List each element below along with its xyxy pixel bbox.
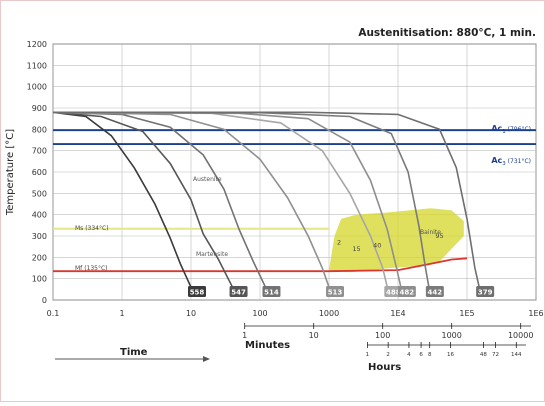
hours-tick-label: 6: [419, 352, 423, 358]
bainite-finish-curve: [328, 257, 468, 273]
minutes-tick-label: 100: [375, 331, 390, 340]
bainite-percent-label: 2: [337, 239, 341, 247]
hardness-label: 442: [428, 288, 443, 296]
bainite-percent-label: 40: [373, 242, 381, 250]
chart-title: Austenitisation: 880°C, 1 min.: [358, 27, 536, 39]
hardness-badge: [384, 285, 403, 297]
minutes-ticks: 1 10 100 1000 10000: [242, 323, 533, 340]
minutes-tick-label: 10: [309, 331, 319, 340]
bainite-label: Bainite: [420, 229, 441, 236]
minutes-tick-label: 1000: [442, 331, 462, 340]
hardness-badge: [262, 285, 281, 297]
martensite-label: Martensite: [196, 251, 228, 258]
ac3-label: Ac3 (731°C): [491, 156, 531, 167]
hardness-label: 547: [231, 288, 246, 296]
hardness-badge: [425, 285, 444, 297]
bainite-percent-labels: 2 15 40 95: [337, 232, 444, 253]
x-tick-label: 10: [186, 309, 196, 318]
y-tick-label: 400: [32, 211, 47, 220]
mf-label: Mf (135°C): [75, 265, 108, 272]
y-tick-label: 600: [32, 168, 47, 177]
hours-tick-label: 2: [386, 352, 390, 358]
x-tick-label: 1E4: [390, 309, 405, 318]
y-tick-label: 1000: [27, 83, 47, 92]
y-tick-label: 100: [32, 275, 47, 284]
y-tick-label: 800: [32, 125, 47, 134]
cooling-curve: [52, 111, 389, 288]
cooling-curve: [52, 111, 267, 288]
cooling-curve: [52, 111, 430, 288]
x-tick-labels: 0.1 1 10 100 1000 1E4 1E5 1E6: [47, 309, 544, 318]
bainite-percent-label: 95: [435, 232, 443, 240]
y-tick-label: 200: [32, 253, 47, 262]
hardness-label: 482: [400, 288, 415, 296]
y-tick-label: 0: [42, 296, 47, 305]
time-arrow-head: [203, 356, 210, 362]
minutes-axis-label: Minutes: [245, 340, 290, 351]
x-tick-label: 0.1: [47, 309, 60, 318]
hardness-badge: [397, 285, 416, 297]
hardness-badge: [229, 285, 248, 297]
hours-ticks: 1 2 4 6 8 16 48 72 144: [366, 342, 522, 358]
cooling-curve: [53, 111, 480, 288]
hours-tick-label: 72: [492, 352, 499, 358]
hours-tick-label: 48: [480, 352, 487, 358]
x-tick-label: 1E6: [528, 309, 543, 318]
y-tick-label: 1100: [27, 61, 47, 70]
hardness-label: 513: [328, 288, 343, 296]
y-tick-label: 1200: [27, 40, 47, 49]
cooling-curves: [52, 111, 480, 288]
cooling-curve: [52, 111, 330, 288]
hardness-badge: [476, 285, 495, 297]
y-tick-label: 300: [32, 232, 47, 241]
hardness-label: 514: [264, 288, 279, 296]
hours-tick-label: 16: [447, 352, 454, 358]
y-tick-label: 500: [32, 189, 47, 198]
hardness-badge: [326, 285, 344, 297]
hardness-label: 488: [386, 288, 401, 296]
y-axis-label: Temperature [°C]: [5, 129, 16, 216]
hours-tick-label: 144: [511, 352, 522, 358]
hours-tick-label: 8: [428, 352, 432, 358]
minutes-tick-label: 10000: [508, 331, 533, 340]
ac1-label: Ac1 (796°C): [491, 124, 531, 135]
hours-tick-label: 4: [407, 352, 411, 358]
x-tick-label: 100: [252, 309, 267, 318]
ms-label: Ms (334°C): [75, 225, 109, 232]
y-tick-labels: 0 100 200 300 400 500 600 700 800 900 1000 1100 1200: [27, 40, 47, 305]
cooling-curve: [52, 111, 234, 288]
minutes-tick-label: 1: [242, 331, 247, 340]
x-tick-label: 1E5: [459, 309, 474, 318]
x-tick-label: 1: [119, 309, 124, 318]
hours-tick-label: 1: [366, 352, 370, 358]
bainite-region: [329, 208, 464, 273]
austenite-label: Austenite: [193, 176, 222, 183]
cooling-curve: [52, 111, 402, 288]
hours-axis-label: Hours: [368, 362, 401, 373]
cooling-curve: [52, 111, 192, 288]
hardness-badge: [188, 285, 206, 297]
x-tick-label: 1000: [319, 309, 339, 318]
y-tick-label: 900: [32, 104, 47, 113]
time-axis-label: Time: [120, 347, 148, 358]
hardness-label: 379: [478, 288, 493, 296]
bainite-percent-label: 15: [352, 245, 360, 253]
hardness-label: 558: [190, 288, 205, 296]
y-tick-label: 700: [32, 147, 47, 156]
